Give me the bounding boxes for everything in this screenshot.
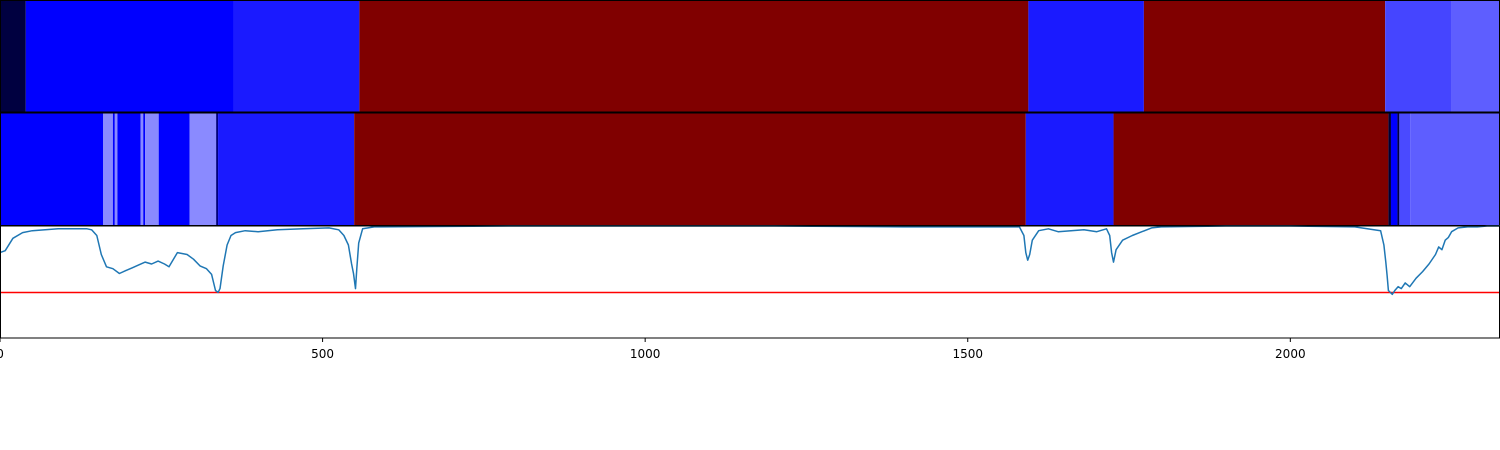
top-strip-segment [0, 1, 26, 112]
middle-strip-segment [216, 113, 219, 225]
top-strip-segment [1143, 1, 1386, 112]
top-segmentation-strip [0, 1, 1500, 112]
middle-strip-segment [218, 113, 355, 225]
middle-strip-segment [117, 113, 141, 225]
middle-strip-segment [145, 113, 159, 225]
middle-strip-segment [1397, 113, 1400, 225]
x-tick-label: 0 [0, 347, 4, 361]
x-tick-label: 1500 [952, 347, 983, 361]
middle-strip-segment [103, 113, 113, 225]
x-axis: 0 500 1000 1500 2000 [0, 338, 1306, 361]
top-strip-segment [25, 1, 234, 112]
middle-strip-segment [1390, 113, 1398, 225]
middle-strip-segment [114, 113, 118, 225]
middle-strip-segment [1113, 113, 1389, 225]
middle-strip-segment [1025, 113, 1114, 225]
top-strip-segment [1028, 1, 1144, 112]
x-tick-label: 500 [311, 347, 334, 361]
middle-strip-segment [354, 113, 1026, 225]
top-strip-segment [1451, 1, 1500, 112]
signal-panel [0, 225, 1500, 296]
middle-segmentation-strip [0, 113, 1500, 225]
x-tick-label: 1000 [630, 347, 661, 361]
middle-strip-segment [112, 113, 115, 225]
middle-strip-segment [1388, 113, 1391, 225]
top-strip-segment [233, 1, 360, 112]
middle-strip-segment [1410, 113, 1500, 225]
middle-strip-segment [1399, 113, 1411, 225]
middle-strip-segment [0, 113, 104, 225]
signal-panel-frame [0, 225, 1500, 339]
x-tick-label: 2000 [1275, 347, 1306, 361]
top-strip-segment [359, 1, 1029, 112]
middle-strip-segment [189, 113, 217, 225]
middle-strip-segment [158, 113, 190, 225]
top-strip-segment [1385, 1, 1452, 112]
signal-line [0, 225, 1500, 296]
middle-strip-segment [143, 113, 146, 225]
middle-strip-segment [140, 113, 144, 225]
